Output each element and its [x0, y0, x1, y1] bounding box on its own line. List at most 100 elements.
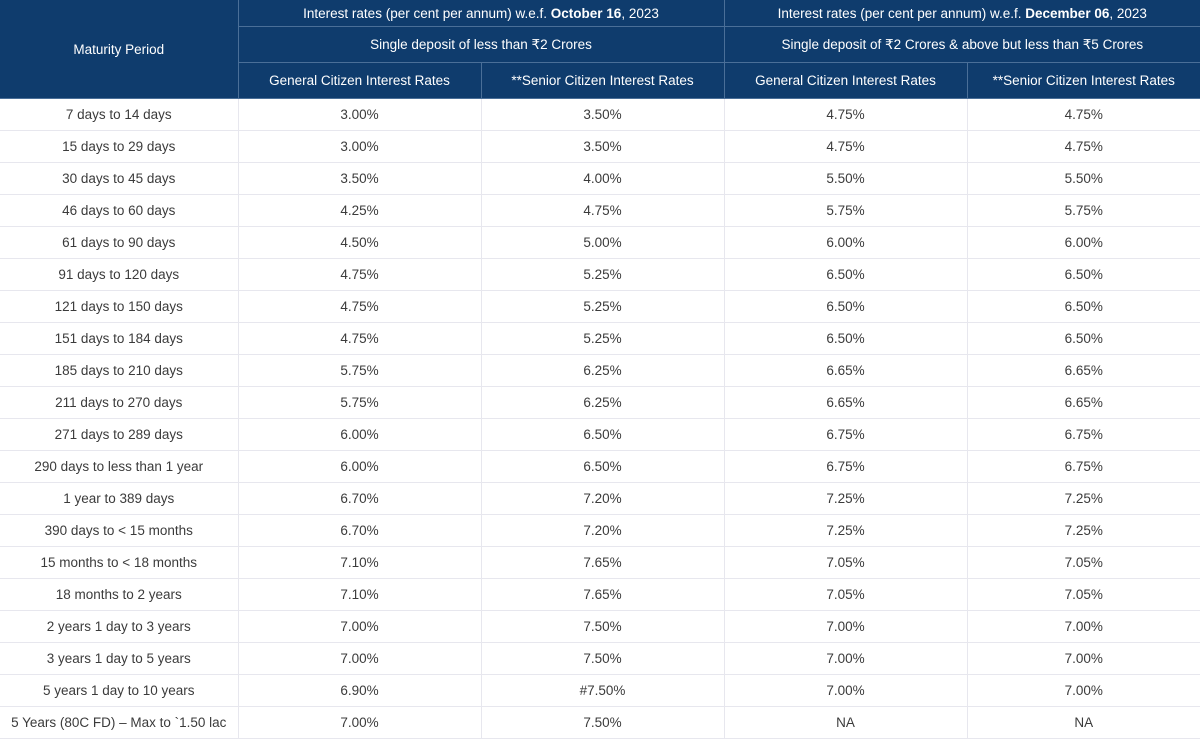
senior-rate-cell: 7.20% [481, 482, 725, 515]
general-rate-cell: 7.00% [724, 674, 968, 707]
rates-date-prefix: Interest rates (per cent per annum) w.e.… [303, 5, 551, 21]
senior-rate-cell: NA [967, 706, 1200, 739]
general-rate-cell: 6.75% [724, 418, 968, 451]
senior-rate-cell: 6.50% [967, 290, 1200, 323]
maturity-period-cell: 30 days to 45 days [0, 162, 239, 195]
general-rate-cell: 4.25% [238, 194, 482, 227]
table-row: 211 days to 270 days 5.75% 6.25% 6.65% 6.65% [0, 386, 1200, 419]
maturity-period-cell: 5 years 1 day to 10 years [0, 674, 239, 707]
maturity-period-cell: 7 days to 14 days [0, 98, 239, 131]
senior-rate-cell: 7.05% [967, 546, 1200, 579]
senior-rate-cell: 7.00% [967, 642, 1200, 675]
general-rate-cell: 5.75% [238, 386, 482, 419]
table-row: 15 months to < 18 months 7.10% 7.65% 7.05% 7… [0, 546, 1200, 579]
table-row: 390 days to < 15 months 6.70% 7.20% 7.25% 7.… [0, 514, 1200, 547]
senior-rate-cell: 4.75% [967, 98, 1200, 131]
maturity-period-cell: 121 days to 150 days [0, 290, 239, 323]
maturity-period-cell: 390 days to < 15 months [0, 514, 239, 547]
rates-date-bold: October 16 [550, 5, 622, 21]
general-rate-cell: 7.05% [724, 546, 968, 579]
general-rate-cell: 3.50% [238, 162, 482, 195]
senior-rate-cell: 6.75% [967, 450, 1200, 483]
senior-rate-cell: 5.75% [967, 194, 1200, 227]
senior-rate-cell: 5.25% [481, 258, 725, 291]
maturity-period-cell: 211 days to 270 days [0, 386, 239, 419]
maturity-period-header: Maturity Period [0, 0, 239, 99]
maturity-period-cell: 185 days to 210 days [0, 354, 239, 387]
general-rate-cell: 6.70% [238, 482, 482, 515]
table-row: 3 years 1 day to 5 years 7.00% 7.50% 7.00% 7… [0, 642, 1200, 675]
rates-date-header-dec: Interest rates (per cent per annum) w.e.… [724, 0, 1200, 27]
general-rate-cell: 6.65% [724, 386, 968, 419]
senior-rate-cell: 6.25% [481, 386, 725, 419]
senior-rate-cell: 7.20% [481, 514, 725, 547]
general-rate-cell: 6.00% [238, 450, 482, 483]
senior-rate-cell: 5.50% [967, 162, 1200, 195]
general-citizen-header: General Citizen Interest Rates [724, 62, 968, 99]
table-row: 290 days to less than 1 year 6.00% 6.50% 6.… [0, 450, 1200, 483]
general-rate-cell: 6.75% [724, 450, 968, 483]
general-rate-cell: 3.00% [238, 98, 482, 131]
maturity-period-cell: 1 year to 389 days [0, 482, 239, 515]
senior-rate-cell: #7.50% [481, 674, 725, 707]
general-rate-cell: 4.75% [724, 130, 968, 163]
slab-header-below-2cr: Single deposit of less than ₹2 Crores [238, 26, 725, 63]
general-rate-cell: 7.00% [238, 706, 482, 739]
general-rate-cell: 6.00% [238, 418, 482, 451]
maturity-period-cell: 18 months to 2 years [0, 578, 239, 611]
senior-rate-cell: 7.50% [481, 706, 725, 739]
maturity-period-cell: 2 years 1 day to 3 years [0, 610, 239, 643]
table-row: 15 days to 29 days 3.00% 3.50% 4.75% 4.75% [0, 130, 1200, 163]
senior-rate-cell: 7.50% [481, 642, 725, 675]
maturity-period-cell: 15 days to 29 days [0, 130, 239, 163]
maturity-period-cell: 5 Years (80C FD) – Max to `1.50 lac [0, 706, 239, 739]
rates-date-year: , 2023 [1109, 5, 1147, 21]
table-row: 30 days to 45 days 3.50% 4.00% 5.50% 5.50% [0, 162, 1200, 195]
senior-rate-cell: 4.75% [967, 130, 1200, 163]
general-rate-cell: 3.00% [238, 130, 482, 163]
general-rate-cell: 7.00% [724, 642, 968, 675]
general-rate-cell: 7.25% [724, 514, 968, 547]
general-rate-cell: 4.75% [724, 98, 968, 131]
senior-rate-cell: 3.50% [481, 98, 725, 131]
senior-rate-cell: 7.25% [967, 482, 1200, 515]
maturity-period-cell: 290 days to less than 1 year [0, 450, 239, 483]
senior-rate-cell: 6.50% [481, 418, 725, 451]
table-row: 7 days to 14 days 3.00% 3.50% 4.75% 4.75% [0, 98, 1200, 131]
general-rate-cell: 6.00% [724, 226, 968, 259]
general-rate-cell: 5.75% [724, 194, 968, 227]
general-rate-cell: 6.65% [724, 354, 968, 387]
rates-date-prefix: Interest rates (per cent per annum) w.e.… [777, 5, 1026, 21]
senior-rate-cell: 6.65% [967, 354, 1200, 387]
header-row-categories: General Citizen Interest Rates **Senior … [0, 62, 1200, 99]
maturity-period-cell: 3 years 1 day to 5 years [0, 642, 239, 675]
table-row: 1 year to 389 days 6.70% 7.20% 7.25% 7.25% [0, 482, 1200, 515]
table-row: 18 months to 2 years 7.10% 7.65% 7.05% 7.05% [0, 578, 1200, 611]
senior-rate-cell: 4.00% [481, 162, 725, 195]
table-row: 121 days to 150 days 4.75% 5.25% 6.50% 6.50% [0, 290, 1200, 323]
general-rate-cell: 7.05% [724, 578, 968, 611]
table-row: 2 years 1 day to 3 years 7.00% 7.50% 7.00% 7… [0, 610, 1200, 643]
general-rate-cell: 6.50% [724, 290, 968, 323]
general-rate-cell: 7.00% [724, 610, 968, 643]
senior-rate-cell: 6.50% [481, 450, 725, 483]
header-row-slabs: Single deposit of less than ₹2 Crores Si… [0, 26, 1200, 63]
senior-rate-cell: 5.25% [481, 290, 725, 323]
general-rate-cell: 4.75% [238, 290, 482, 323]
senior-rate-cell: 6.50% [967, 258, 1200, 291]
general-rate-cell: 6.50% [724, 322, 968, 355]
senior-rate-cell: 6.75% [967, 418, 1200, 451]
rates-date-bold: December 06 [1025, 5, 1110, 21]
general-rate-cell: 5.75% [238, 354, 482, 387]
general-rate-cell: 7.10% [238, 546, 482, 579]
general-rate-cell: 7.00% [238, 642, 482, 675]
senior-rate-cell: 6.65% [967, 386, 1200, 419]
table-body: 7 days to 14 days 3.00% 3.50% 4.75% 4.75% 15 … [0, 98, 1200, 739]
senior-rate-cell: 6.00% [967, 226, 1200, 259]
senior-rate-cell: 7.65% [481, 546, 725, 579]
general-rate-cell: 7.10% [238, 578, 482, 611]
table-row: 5 Years (80C FD) – Max to `1.50 lac 7.00%… [0, 706, 1200, 739]
general-rate-cell: 5.50% [724, 162, 968, 195]
senior-rate-cell: 7.00% [967, 674, 1200, 707]
